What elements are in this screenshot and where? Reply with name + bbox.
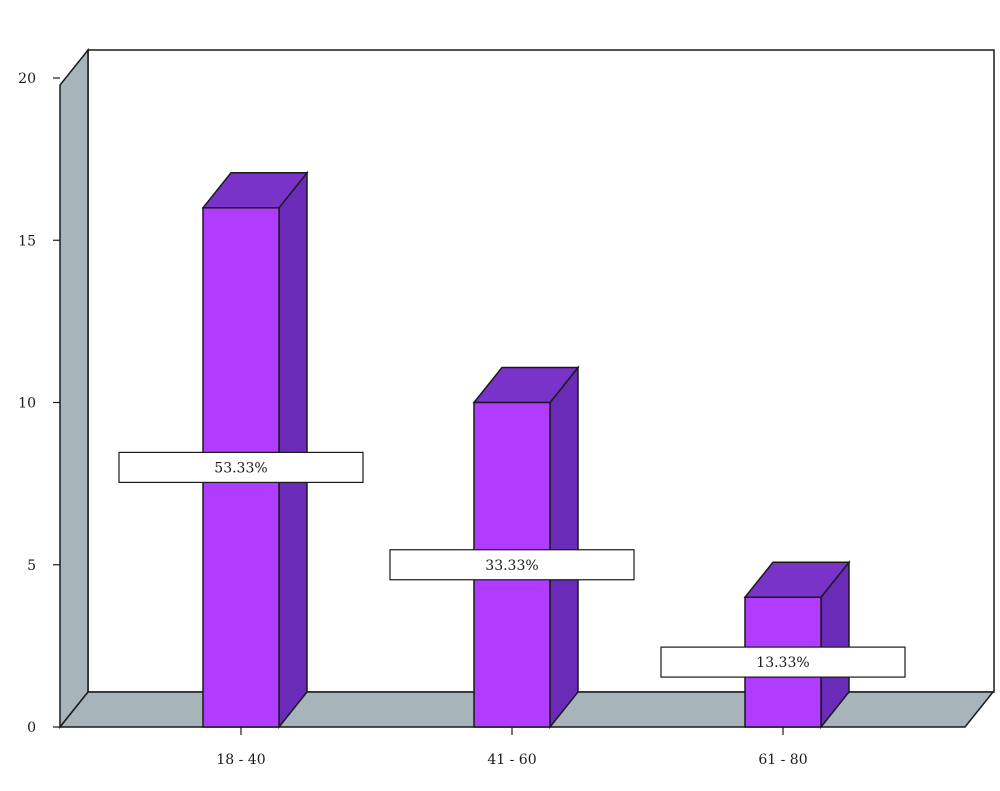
y-tick-label: 10	[18, 396, 36, 412]
bar-41-60	[472, 365, 580, 730]
data-label-box	[389, 549, 635, 581]
x-tick-label: 41 - 60	[487, 752, 536, 768]
data-label-box	[660, 646, 906, 678]
x-tick-label: 18 - 40	[216, 752, 265, 768]
y-axis: 0 5 10 15 20	[18, 71, 60, 736]
data-label-text: 53.33%	[214, 460, 267, 476]
bar-18-40	[201, 170, 309, 730]
data-label: 53.33%	[118, 451, 364, 483]
x-tick-label: 61 - 80	[758, 752, 807, 768]
y-tick-label: 15	[18, 233, 36, 249]
y-tick-label: 0	[27, 720, 36, 736]
data-label-box	[118, 451, 364, 483]
data-label: 13.33%	[660, 646, 906, 678]
bar-61-80	[743, 560, 851, 730]
y-tick-label: 5	[27, 558, 36, 574]
data-label-text: 33.33%	[485, 558, 538, 574]
bar-side	[278, 170, 308, 730]
data-label: 33.33%	[389, 549, 635, 581]
side-wall	[59, 47, 89, 730]
x-axis: 18 - 40 41 - 60 61 - 80	[216, 727, 808, 768]
data-label-text: 13.33%	[756, 655, 809, 671]
bar-side	[549, 365, 579, 730]
y-tick-label: 20	[18, 71, 36, 87]
data-labels: 53.33% 33.33% 13.33%	[118, 451, 906, 678]
